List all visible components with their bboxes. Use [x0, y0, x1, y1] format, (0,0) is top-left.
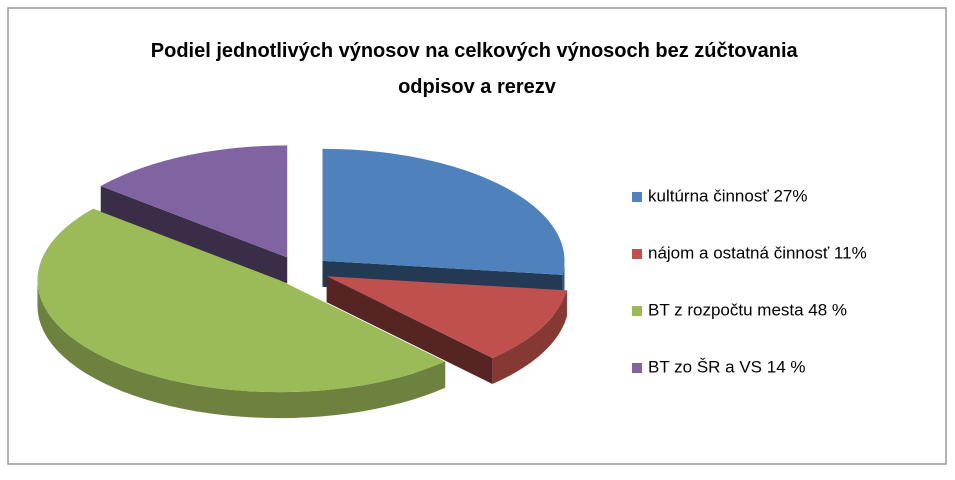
legend-label: nájom a ostatná činnosť 11% — [648, 243, 867, 262]
pie-slice — [37, 208, 446, 393]
pie-slice — [100, 145, 288, 258]
legend-label: BT z rozpočtu mesta 48 % — [648, 300, 847, 319]
legend-swatch — [632, 249, 642, 259]
legend-swatch — [632, 192, 642, 202]
slice-side — [37, 280, 446, 419]
chart-title: Podiel jednotlivých výnosov na celkových… — [151, 40, 803, 98]
slice-wall — [100, 186, 288, 284]
pie-slice — [322, 148, 565, 275]
pie-slice — [326, 276, 567, 358]
legend-swatch — [632, 363, 642, 373]
legend-label: BT zo ŠR a VS 14 % — [648, 357, 805, 376]
slice-wall — [326, 276, 493, 384]
legend-swatch — [632, 306, 642, 316]
legend-label: kultúrna činnosť 27% — [648, 186, 807, 205]
slice-side — [492, 290, 567, 384]
